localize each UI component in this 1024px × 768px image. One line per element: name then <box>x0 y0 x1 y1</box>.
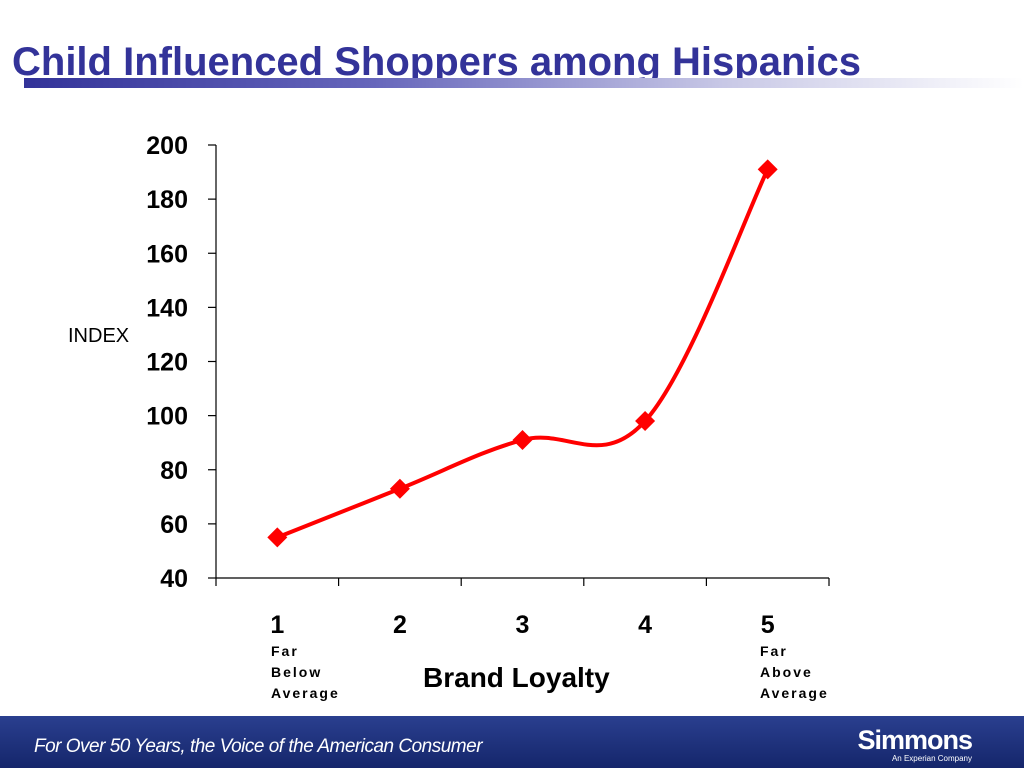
y-tick-label: 40 <box>160 565 188 593</box>
x-axis-label: Brand Loyalty <box>423 662 610 693</box>
x-tick-label: 1 <box>270 611 284 639</box>
x-tick-label: 2 <box>393 611 407 639</box>
x-tick-label: 5 <box>761 611 775 639</box>
low-end-line-1: Far <box>271 643 299 659</box>
data-point-marker <box>635 411 656 432</box>
y-tick-label: 160 <box>146 240 188 268</box>
brand-subtitle: An Experian Company <box>891 754 972 763</box>
footer-bar: For Over 50 Years, the Voice of the Amer… <box>0 716 1024 768</box>
data-point-marker <box>389 478 410 499</box>
x-tick-label: 3 <box>516 611 530 639</box>
data-point-marker <box>267 527 288 548</box>
data-point-marker <box>757 159 778 180</box>
brand-logo: Simmons An Experian Company <box>857 725 973 764</box>
low-end-line-2: Below <box>271 664 323 680</box>
y-tick-label: 60 <box>160 511 188 539</box>
line-chart: 40 60 80 100 120 140 160 180 200 1 2 3 4 5 <box>146 132 830 639</box>
y-tick-label: 200 <box>146 132 188 160</box>
x-tick-label: 4 <box>638 611 652 639</box>
data-point-marker <box>512 429 533 450</box>
high-end-annotation: Far Above Average <box>760 641 829 704</box>
y-axis-label: INDEX <box>68 325 130 347</box>
y-tick-label: 180 <box>146 186 188 214</box>
y-tick-label: 100 <box>146 403 188 431</box>
high-end-line-3: Average <box>760 685 829 701</box>
y-tick-label: 80 <box>160 457 188 485</box>
brand-name: Simmons <box>857 725 973 755</box>
slide-title: Child Influenced Shoppers among Hispanic… <box>12 40 862 84</box>
footer-tagline: For Over 50 Years, the Voice of the Amer… <box>34 736 483 757</box>
title-underline <box>24 78 1024 88</box>
low-end-line-3: Average <box>271 685 340 701</box>
y-tick-label: 140 <box>146 294 188 322</box>
low-end-annotation: Far Below Average <box>271 641 340 704</box>
y-tick-label: 120 <box>146 349 188 377</box>
high-end-line-1: Far <box>760 643 788 659</box>
series-line <box>275 167 770 540</box>
high-end-line-2: Above <box>760 664 813 680</box>
